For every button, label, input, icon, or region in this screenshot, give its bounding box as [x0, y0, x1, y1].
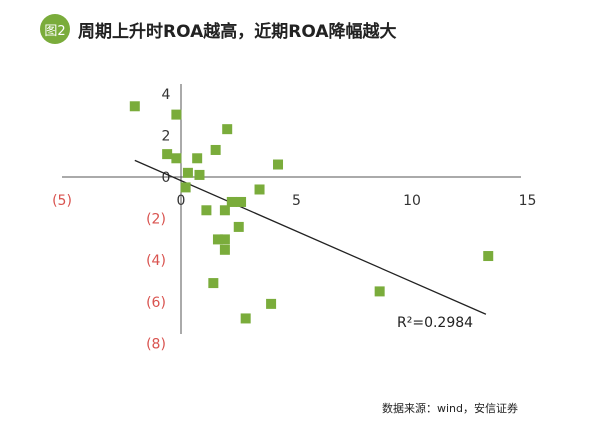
data-point [483, 251, 494, 262]
y-tick-label: (6) [146, 295, 166, 311]
figure-badge: 图2 [40, 14, 70, 44]
chart-title: 周期上升时ROA越高，近期ROA降幅越大 [78, 21, 397, 42]
y-tick-label: 2 [162, 128, 171, 144]
y-tick-label: (4) [146, 253, 166, 269]
data-point [182, 167, 193, 178]
data-point [171, 109, 182, 120]
r-squared-label: R²=0.2984 [397, 315, 473, 331]
chart-header: 图2 周期上升时ROA越高，近期ROA降幅越大 [40, 14, 396, 44]
data-point [180, 182, 191, 193]
data-point [233, 221, 244, 232]
data-point [212, 234, 223, 245]
data-point [210, 144, 221, 155]
source-note: 数据来源：wind，安信证券 [382, 402, 519, 415]
x-tick-label: 15 [519, 193, 537, 209]
data-point [273, 159, 284, 170]
data-point [201, 205, 212, 216]
data-point [254, 184, 265, 195]
y-tick-label: 0 [162, 170, 171, 186]
y-tick-label: (8) [146, 336, 166, 352]
data-point [266, 298, 277, 309]
data-point [240, 313, 251, 324]
data-point [219, 205, 230, 216]
data-point [374, 286, 385, 297]
data-point [219, 244, 230, 255]
data-point [171, 153, 182, 164]
x-tick-label: 0 [177, 193, 186, 209]
x-tick-label: 5 [292, 193, 301, 209]
data-point [236, 196, 247, 207]
data-point [222, 124, 233, 135]
data-point [226, 196, 237, 207]
data-point [162, 149, 173, 160]
x-tick-label: (5) [52, 193, 72, 209]
data-point [192, 153, 203, 164]
y-tick-label: 4 [162, 87, 171, 103]
y-tick-label: (2) [146, 212, 166, 228]
data-point [208, 278, 219, 289]
data-point [129, 101, 140, 112]
trend-line [134, 159, 487, 315]
data-point [194, 169, 205, 180]
data-point [219, 234, 230, 245]
x-tick-label: 10 [403, 193, 421, 209]
